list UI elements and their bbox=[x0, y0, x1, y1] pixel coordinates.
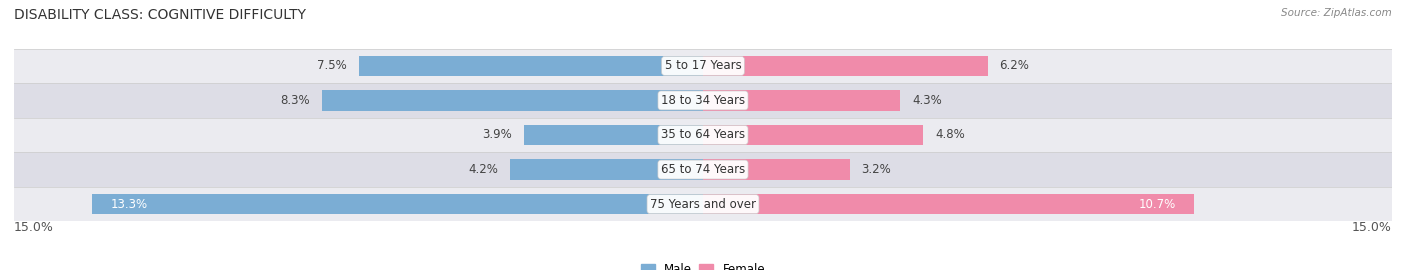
Bar bbox=[524, 125, 703, 145]
Text: 4.3%: 4.3% bbox=[912, 94, 942, 107]
Text: 18 to 34 Years: 18 to 34 Years bbox=[661, 94, 745, 107]
Bar bbox=[703, 90, 900, 111]
Bar bbox=[703, 159, 851, 180]
Text: 65 to 74 Years: 65 to 74 Years bbox=[661, 163, 745, 176]
Text: 8.3%: 8.3% bbox=[281, 94, 311, 107]
Text: 3.9%: 3.9% bbox=[482, 129, 512, 141]
Text: DISABILITY CLASS: COGNITIVE DIFFICULTY: DISABILITY CLASS: COGNITIVE DIFFICULTY bbox=[14, 8, 307, 22]
Legend: Male, Female: Male, Female bbox=[636, 259, 770, 270]
Text: 4.8%: 4.8% bbox=[935, 129, 965, 141]
Bar bbox=[703, 56, 988, 76]
Text: 15.0%: 15.0% bbox=[14, 221, 53, 234]
Text: 7.5%: 7.5% bbox=[318, 59, 347, 72]
Bar bbox=[14, 83, 1392, 118]
Bar bbox=[14, 152, 1392, 187]
Bar bbox=[14, 187, 1392, 221]
Bar bbox=[703, 125, 924, 145]
Bar bbox=[359, 56, 703, 76]
Bar bbox=[93, 194, 703, 214]
Text: 4.2%: 4.2% bbox=[468, 163, 499, 176]
Text: 35 to 64 Years: 35 to 64 Years bbox=[661, 129, 745, 141]
Text: 5 to 17 Years: 5 to 17 Years bbox=[665, 59, 741, 72]
Bar bbox=[703, 194, 1195, 214]
Text: Source: ZipAtlas.com: Source: ZipAtlas.com bbox=[1281, 8, 1392, 18]
Bar bbox=[14, 49, 1392, 83]
Text: 15.0%: 15.0% bbox=[1353, 221, 1392, 234]
Text: 6.2%: 6.2% bbox=[1000, 59, 1029, 72]
Bar bbox=[322, 90, 703, 111]
Text: 13.3%: 13.3% bbox=[111, 198, 148, 211]
Bar bbox=[510, 159, 703, 180]
Text: 10.7%: 10.7% bbox=[1139, 198, 1175, 211]
Bar bbox=[14, 118, 1392, 152]
Text: 75 Years and over: 75 Years and over bbox=[650, 198, 756, 211]
Text: 3.2%: 3.2% bbox=[862, 163, 891, 176]
